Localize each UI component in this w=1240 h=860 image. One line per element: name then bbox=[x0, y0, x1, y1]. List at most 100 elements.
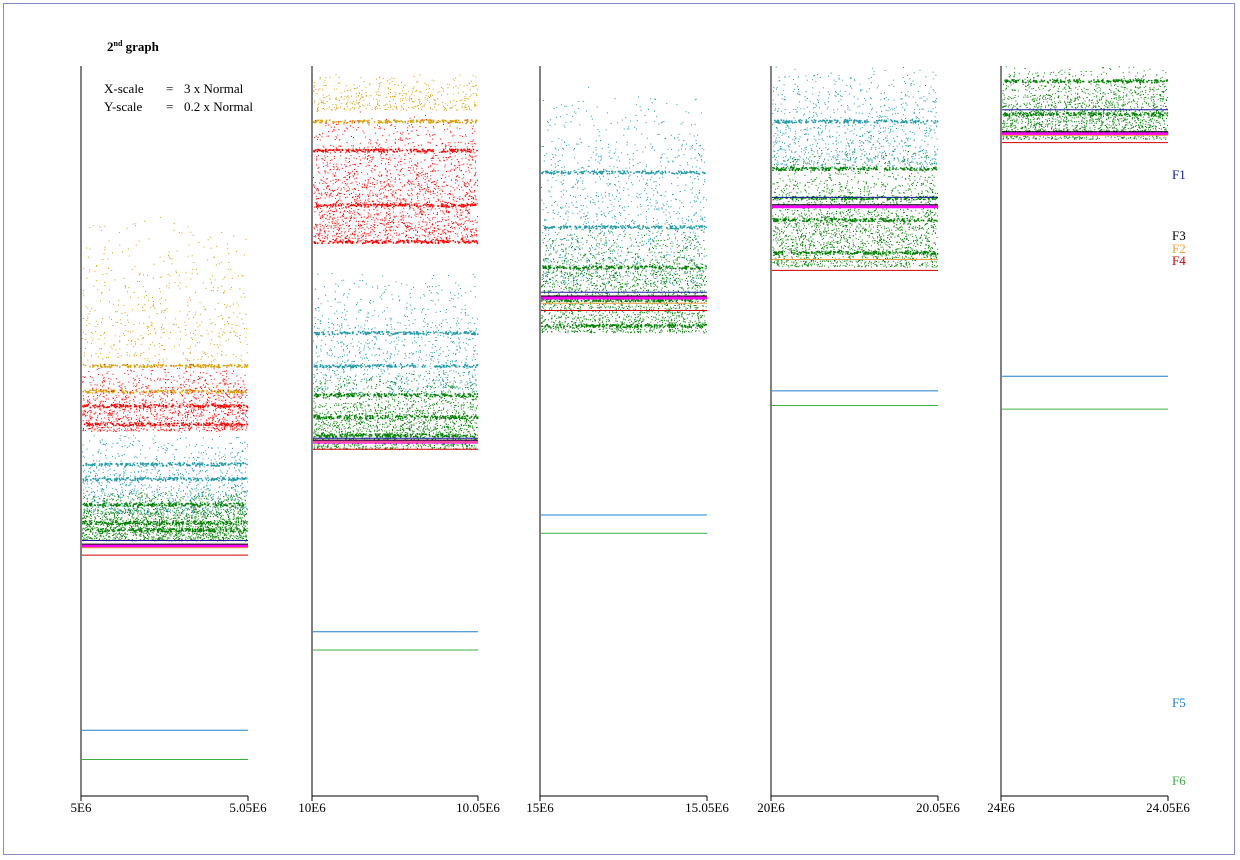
scatter-point bbox=[231, 429, 233, 431]
scatter-point bbox=[120, 498, 122, 500]
scatter-point bbox=[138, 410, 140, 412]
scatter-point bbox=[162, 464, 165, 467]
scatter-point bbox=[153, 493, 155, 495]
scatter-point bbox=[222, 518, 224, 520]
scatter-point bbox=[113, 390, 115, 393]
scatter-point bbox=[172, 467, 174, 469]
scatter-point bbox=[96, 405, 98, 408]
scatter-point bbox=[223, 379, 225, 380]
scatter-point bbox=[245, 429, 247, 431]
scatter-point bbox=[136, 478, 138, 480]
scatter-point bbox=[181, 509, 183, 510]
scatter-point bbox=[150, 324, 152, 326]
scatter-point bbox=[139, 502, 141, 504]
scatter-point bbox=[189, 332, 191, 334]
scatter-point bbox=[197, 406, 200, 409]
scatter-point bbox=[229, 402, 231, 403]
scatter-point bbox=[101, 477, 104, 480]
scatter-point bbox=[138, 440, 140, 442]
scatter-point bbox=[231, 527, 233, 528]
scatter-point bbox=[208, 418, 210, 420]
scatter-point bbox=[217, 512, 219, 513]
scatter-point bbox=[118, 455, 120, 457]
scatter-point bbox=[227, 269, 229, 270]
scatter-point bbox=[143, 471, 145, 473]
scatter-point bbox=[94, 500, 96, 502]
scatter-point bbox=[170, 486, 172, 488]
scatter-point bbox=[94, 492, 95, 493]
scatter-point bbox=[169, 412, 171, 413]
scatter-point bbox=[146, 366, 148, 368]
scatter-point bbox=[244, 513, 246, 515]
scatter-point bbox=[94, 429, 96, 431]
scatter-point bbox=[142, 499, 144, 501]
scatter-point bbox=[96, 513, 98, 515]
scatter-point bbox=[192, 477, 194, 479]
scatter-point bbox=[220, 373, 222, 375]
scatter-point bbox=[147, 514, 149, 515]
scatter-point bbox=[226, 510, 228, 511]
scatter-point bbox=[163, 331, 165, 333]
scatter-point bbox=[142, 514, 144, 516]
scatter-point bbox=[118, 304, 119, 306]
scatter-point bbox=[93, 364, 95, 367]
scatter-point bbox=[179, 310, 181, 312]
scatter-point bbox=[139, 462, 141, 464]
scatter-point bbox=[82, 331, 84, 333]
scatter-point bbox=[100, 389, 102, 391]
scatter-point bbox=[167, 443, 169, 444]
scatter-point bbox=[109, 478, 111, 480]
scatter-point bbox=[151, 391, 153, 393]
scatter-point bbox=[209, 478, 211, 480]
scatter-point bbox=[182, 498, 184, 500]
scatter-point bbox=[84, 515, 85, 517]
scatter-point bbox=[89, 406, 92, 409]
scatter-point bbox=[97, 479, 99, 482]
scatter-point bbox=[195, 516, 197, 517]
scatter-point bbox=[231, 391, 234, 394]
scatter-point bbox=[154, 491, 156, 493]
scatter-point bbox=[181, 394, 183, 396]
scatter-point bbox=[142, 337, 144, 338]
scatter-point bbox=[101, 427, 103, 428]
scatter-point bbox=[100, 490, 102, 492]
scatter-point bbox=[240, 508, 242, 510]
scatter-point bbox=[207, 384, 209, 385]
scatter-point bbox=[194, 380, 195, 382]
scatter-point bbox=[128, 419, 130, 420]
scatter-point bbox=[202, 492, 204, 493]
scatter-point bbox=[93, 464, 96, 466]
scatter-point bbox=[113, 344, 115, 346]
scatter-point bbox=[153, 424, 156, 426]
scatter-point bbox=[189, 527, 190, 529]
scatter-point bbox=[149, 424, 151, 426]
scatter-point bbox=[170, 512, 172, 514]
scatter-point bbox=[160, 538, 162, 539]
scatter-point bbox=[197, 390, 200, 392]
scatter-point bbox=[160, 512, 162, 514]
scatter-point bbox=[117, 353, 119, 354]
scatter-point bbox=[145, 402, 147, 404]
scatter-point bbox=[165, 428, 167, 430]
scatter-point bbox=[172, 478, 175, 480]
scatter-point bbox=[102, 390, 104, 392]
scatter-point bbox=[141, 470, 142, 472]
scatter-point bbox=[156, 416, 158, 418]
scatter-point bbox=[228, 391, 230, 393]
scatter-point bbox=[124, 472, 126, 474]
scatter-point bbox=[133, 480, 135, 482]
scatter-point bbox=[125, 428, 127, 430]
scatter-point bbox=[181, 538, 183, 540]
scatter-point bbox=[167, 514, 169, 516]
scatter-point bbox=[131, 464, 134, 467]
scatter-point bbox=[178, 532, 180, 534]
scatter-point bbox=[99, 402, 101, 404]
scatter-point bbox=[156, 522, 158, 524]
scatter-point bbox=[232, 525, 233, 527]
scatter-point bbox=[190, 506, 192, 508]
scatter-point bbox=[196, 268, 197, 270]
scatter-point bbox=[85, 422, 88, 424]
scatter-point bbox=[233, 406, 236, 408]
scatter-point bbox=[93, 285, 95, 287]
scatter-point bbox=[98, 338, 100, 340]
